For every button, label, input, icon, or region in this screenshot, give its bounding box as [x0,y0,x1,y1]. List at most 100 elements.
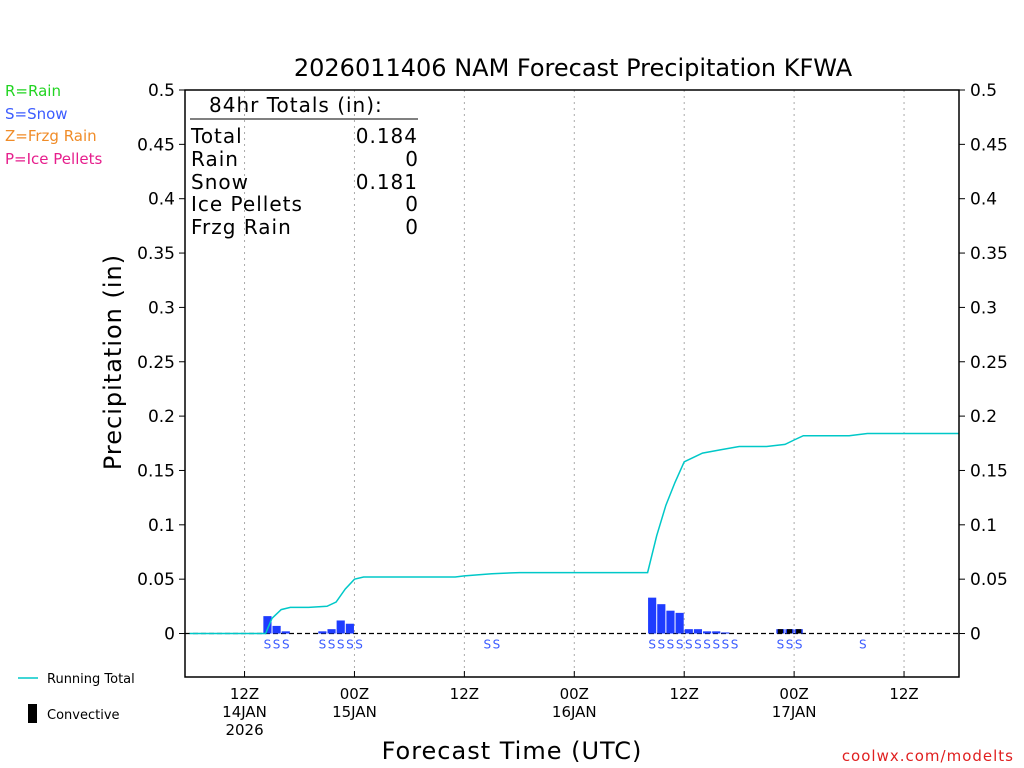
x-gridlines [244,90,905,677]
y-tick-label: 0.1 [148,516,175,536]
plot-frame [184,89,960,678]
convective-bar [777,629,783,634]
legend-running-total: Running Total [47,672,135,687]
ptype-marker: S [657,638,665,652]
y-tick-label: 0.25 [137,353,175,373]
totals-value-frzg: 0 [405,215,418,239]
ptype-marker: S [337,638,345,652]
totals-header: 84hr Totals (in): [209,93,383,117]
precip-bar [657,604,666,634]
y-tick-label: 0.05 [137,570,175,590]
precip-bar [327,629,336,634]
series-legend: Running Total Convective [18,672,135,723]
ptype-marker: S [694,638,702,652]
totals-label-ice: Ice Pellets [191,192,303,216]
y-tick-label: 0 [164,625,175,645]
ptype-marker: S [722,638,730,652]
y-tick-label: 0.5 [148,81,175,101]
ptype-marker: S [685,638,693,652]
totals-label-snow: Snow [191,170,249,194]
totals-label-frzg: Frzg Rain [191,215,292,239]
y-tick-label: 0.35 [137,244,175,264]
totals-label-total: Total [190,124,243,148]
legend-convective: Convective [47,708,120,723]
y-tick-label: 0.3 [970,298,997,318]
y-tick-label: 0.45 [137,135,175,155]
y-tick-label: 0.4 [970,190,997,210]
x-tick-label: 15JAN [332,703,377,721]
ptype-marker: S [282,638,290,652]
precip-bar [712,631,721,634]
y-tick-label: 0 [970,625,981,645]
ptype-marker: S [795,638,803,652]
x-tick-label: 16JAN [552,703,597,721]
precip-bar [703,631,712,634]
legend-rain: R=Rain [5,82,61,100]
precip-bar [648,597,657,634]
y-tick-label: 0.2 [148,407,175,427]
ptype-marker: S [676,638,684,652]
legend-ice-pellets: P=Ice Pellets [5,150,102,168]
x-tick-label: 00Z [340,685,369,703]
ptype-marker: S [731,638,739,652]
chart-title: 2026011406 NAM Forecast Precipitation KF… [294,54,853,82]
x-tick-label: 00Z [779,685,808,703]
ptype-marker: S [355,638,363,652]
totals-value-total: 0.184 [356,124,418,148]
credit-text: coolwx.com/modelts [842,747,1014,765]
ptype-marker: S [859,638,867,652]
ptype-marker: S [703,638,711,652]
precip-bar [318,631,327,634]
ptype-marker: S [786,638,794,652]
ptype-marker: S [648,638,656,652]
y-axis-right: 0 0.05 0.1 0.15 0.2 0.25 0.3 0.35 0.4 0.45 0.5 [959,81,1008,645]
ptype-marker: S [346,638,354,652]
totals-box: 84hr Totals (in): Total 0.184 Rain 0 Sno… [190,93,418,239]
precip-bars [263,597,803,634]
y-tick-label: 0.15 [970,461,1008,481]
x-tick-label: 2026 [225,721,263,739]
y-tick-label: 0.15 [137,461,175,481]
precip-bar [272,625,281,634]
x-axis-label: Forecast Time (UTC) [382,737,643,765]
legend-frzg-rain: Z=Frzg Rain [5,127,97,145]
ptype-marker: S [667,638,675,652]
y-tick-label: 0.1 [970,516,997,536]
ptype-marker: S [483,638,491,652]
ptype-marker: S [273,638,281,652]
convective-bars [777,629,802,634]
precip-bar [281,631,290,634]
y-tick-label: 0.25 [970,353,1008,373]
precip-bar [666,610,675,634]
precip-bar [675,612,684,634]
x-tick-label: 12Z [450,685,479,703]
x-tick-label: 12Z [670,685,699,703]
x-tick-label: 00Z [560,685,589,703]
y-axis-left: 0 0.05 0.1 0.15 0.2 0.25 0.3 0.35 0.4 0.45 0.5 [137,81,185,645]
x-tick-label: 12Z [230,685,259,703]
ptype-marker: S [264,638,272,652]
ptype-marker: S [328,638,336,652]
legend-snow: S=Snow [5,105,68,123]
y-tick-label: 0.35 [970,244,1008,264]
y-tick-label: 0.3 [148,298,175,318]
ptype-marker: S [712,638,720,652]
precip-bar [345,623,354,634]
totals-value-ice: 0 [405,192,418,216]
legend-convective-swatch [28,704,37,723]
y-tick-label: 0.5 [970,81,997,101]
y-tick-label: 0.05 [970,570,1008,590]
precip-bar [684,629,693,634]
totals-label-rain: Rain [191,147,239,171]
ptype-marker: S [319,638,327,652]
precip-bar [693,629,703,634]
x-tick-label: 14JAN [222,703,267,721]
y-axis-label: Precipitation (in) [99,254,127,470]
running-total-line [189,432,959,635]
totals-value-snow: 0.181 [356,170,418,194]
y-tick-label: 0.4 [148,190,175,210]
ptype-marker: S [493,638,501,652]
